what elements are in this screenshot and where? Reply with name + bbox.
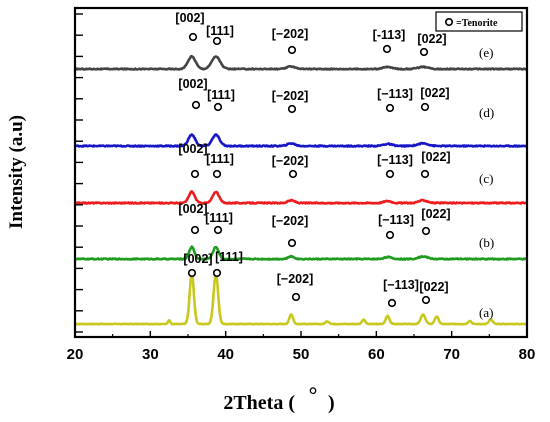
tenorite-peak-marker-icon	[212, 36, 222, 46]
tenorite-peak-marker-icon	[421, 295, 431, 305]
tenorite-peak-marker-icon	[213, 102, 223, 112]
peak-index-label: [111]	[215, 250, 243, 264]
tenorite-peak-marker-icon	[187, 268, 197, 278]
tenorite-peak-marker-icon	[420, 102, 430, 112]
peak-index-label: [111]	[206, 24, 234, 38]
peak-index-label: [022]	[421, 207, 450, 221]
x-axis-label-group: 2Theta ( ° )	[223, 382, 334, 414]
plot-frame	[73, 6, 529, 339]
peak-index-label: [022]	[420, 86, 449, 100]
peak-index-label: [−113]	[378, 213, 414, 227]
tenorite-peak-marker-icon	[382, 44, 392, 54]
peak-index-label: [−202]	[277, 272, 313, 286]
series-line	[74, 272, 528, 326]
series-label: (a)	[479, 305, 493, 320]
tenorite-peak-marker-icon	[287, 104, 297, 114]
tenorite-peak-marker-icon	[212, 169, 222, 179]
peak-index-label: [−202]	[272, 89, 308, 103]
peak-index-label: [111]	[206, 152, 234, 166]
peak-index-label: [111]	[205, 211, 233, 225]
legend-box	[435, 11, 523, 32]
x-axis-label-close: )	[328, 392, 335, 414]
tenorite-peak-marker-icon	[287, 45, 297, 55]
x-tick-label: 80	[519, 346, 536, 363]
series-line	[74, 54, 528, 71]
peak-index-label: [111]	[207, 88, 235, 102]
peak-index-label: [−113]	[377, 153, 413, 167]
tenorite-peak-marker-icon	[421, 226, 431, 236]
y-axis-label: Intensity (a.u)	[6, 115, 27, 229]
peak-index-label: [−113]	[383, 278, 419, 292]
peak-index-label: [022]	[419, 280, 448, 294]
peak-index-label: [-113]	[373, 28, 406, 42]
peak-index-label: [−202]	[272, 27, 308, 41]
tenorite-peak-marker-icon	[419, 47, 429, 57]
tenorite-peak-marker-icon	[190, 225, 200, 235]
x-tick-label: 60	[368, 346, 385, 363]
legend-marker-icon	[444, 17, 453, 26]
peak-index-label: [002]	[178, 77, 207, 91]
peak-index-label: [002]	[175, 11, 204, 25]
series-label: (d)	[479, 105, 494, 120]
tenorite-peak-marker-icon	[287, 238, 297, 248]
tenorite-peak-marker-icon	[291, 292, 301, 302]
series-line	[74, 245, 528, 261]
legend: =Tenorite	[435, 11, 523, 32]
series-line	[74, 190, 528, 205]
tenorite-peak-marker-icon	[188, 32, 198, 42]
tenorite-peak-marker-icon	[212, 268, 222, 278]
x-tick-label: 20	[67, 346, 84, 363]
series-label: (e)	[479, 45, 493, 60]
tenorite-peak-marker-icon	[385, 103, 395, 113]
tenorite-peak-marker-icon	[420, 169, 430, 179]
x-tick-label: 30	[142, 346, 159, 363]
peak-index-label: [002]	[178, 202, 207, 216]
tenorite-peak-marker-icon	[385, 230, 395, 240]
x-tick-label: 50	[293, 346, 310, 363]
tenorite-peak-marker-icon	[385, 169, 395, 179]
x-tick-label: 40	[217, 346, 234, 363]
peak-index-label: [002]	[178, 142, 207, 156]
x-tick-label: 70	[443, 346, 460, 363]
tenorite-peak-marker-icon	[213, 225, 223, 235]
tenorite-peak-marker-icon	[191, 100, 201, 110]
series-line	[74, 133, 528, 148]
tenorite-peak-marker-icon	[288, 169, 298, 179]
tenorite-peak-marker-icon	[190, 169, 200, 179]
peak-index-label: [002]	[183, 252, 212, 266]
x-axis-label: 2Theta (	[223, 392, 295, 414]
x-axis-label-degree-sign: °	[309, 382, 318, 407]
peak-index-label: [022]	[417, 32, 446, 46]
legend-label: =Tenorite	[456, 18, 498, 29]
series-label: (b)	[479, 235, 494, 250]
tenorite-peak-marker-icon	[387, 298, 397, 308]
peak-index-label: [−113]	[377, 87, 413, 101]
peak-index-label: [−202]	[272, 214, 308, 228]
series-label: (c)	[479, 171, 493, 186]
peak-index-label: [−202]	[272, 154, 308, 168]
peak-index-label: [022]	[421, 150, 450, 164]
